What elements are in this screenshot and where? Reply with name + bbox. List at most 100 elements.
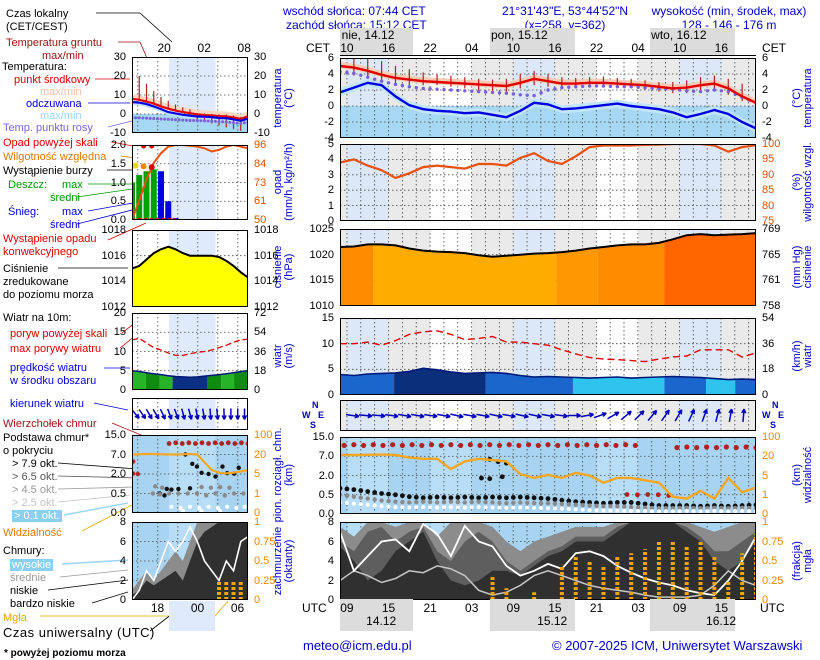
mini-cloud-cover-chart — [132, 522, 248, 600]
pressure-axis-left: 1025 1020 1015 1010 — [309, 223, 334, 312]
legend-thunderstorm: Wystąpienie burzy — [3, 165, 93, 177]
legend-okta-45: > 4.5 okt. — [12, 484, 58, 496]
legend-pressure-1: Ciśnienie — [3, 263, 49, 275]
legend-precip-overscale: Opad powyżej skali — [3, 137, 98, 149]
legend-fog: Mgła — [3, 612, 27, 624]
cloud-visibility-chart — [340, 437, 756, 514]
legend-clouds-verylow: bardzo niskie — [10, 598, 75, 610]
day-band-monday — [490, 28, 575, 55]
pressure-axis-label-left: ciśnienie (hPa) — [272, 245, 295, 289]
sunrise-time: wschód słońca: 07:44 CET — [283, 4, 426, 18]
legend-clouds-high: wysokie — [10, 559, 54, 571]
legend-okta-65: > 6.5 okt. — [12, 471, 58, 483]
legend-clouds-mid: średnie — [10, 572, 47, 584]
legend-okta-25: > 2.5 okt. — [12, 497, 58, 509]
legend-convective-2: konwekcyjnego — [3, 246, 79, 258]
legend-local-time: Czas lokalny — [6, 8, 69, 20]
temperature-chart — [340, 58, 756, 138]
compass-east: E — [778, 410, 785, 420]
compass-west: W — [762, 410, 771, 420]
cloud-axis-label-left: pion. rozciągł. chm. (km) — [272, 427, 295, 523]
day-band-tuesday — [650, 28, 735, 55]
mini-temp-axis-right: 30 20 10 0 -10 — [254, 51, 270, 139]
cet-axis-line — [340, 55, 756, 56]
precip-axis-label-left: opad (mm/h, kg/m²/h) — [272, 143, 295, 221]
pressure-axis-label-right: (mm Hg) ciśnienie — [791, 245, 814, 289]
cover-axis-label-left: zachmurzenie (oktanty) — [272, 526, 295, 596]
day-names: nie, 14.12 pon, 15.12 wto, 16.12 — [341, 28, 707, 42]
mini-precip-humidity-chart — [132, 145, 248, 220]
legend-rain: Deszcz: — [8, 179, 48, 191]
legend-temp-midpoint: punkt środkowy — [14, 74, 91, 86]
legend-clouds: Chmury: — [3, 545, 45, 557]
legend-ground-temp-maxmin: max/min — [42, 50, 84, 62]
mini-utc-ticks: 18 00 06 — [150, 601, 245, 615]
legend-okta-01: > 0.1 okt. — [12, 510, 62, 522]
compass-rose-left: N W E S — [300, 400, 326, 430]
legend-convective-1: Wystąpienie opadu — [3, 233, 97, 245]
mini-night-band-extension — [169, 601, 215, 631]
utc-band-monday — [490, 599, 575, 631]
legend-visibility: Widzialność — [3, 527, 62, 539]
date-row: 14.12 15.12 16.12 — [366, 614, 737, 628]
temp-axis-left: 6 4 2 0 -2 -4 — [324, 52, 334, 144]
utc-band-tuesday — [650, 599, 735, 631]
legend-temperature: Temperatura: — [2, 61, 67, 73]
mini-cloud-axis-left: 15.0 7.0 2.0 0.5 0.0 — [104, 429, 126, 519]
cloud-axis-left: 15.0 7.0 2.0 0.5 0.0 — [312, 431, 334, 520]
utc-label-right: UTC — [760, 601, 785, 615]
mini-temperature-chart — [132, 57, 248, 133]
compass-west: W — [302, 410, 311, 420]
mini-visibility-axis-right: 100 20 5 1 0 — [254, 429, 273, 519]
legend-max-gusts: max porywy wiatru — [10, 343, 102, 355]
mini-humidity-axis-right: 96 84 73 61 50 — [254, 139, 267, 226]
pressure-axis-right: 769 765 761 758 — [762, 223, 781, 312]
compass-south: S — [770, 420, 777, 430]
legend-dew-point: Temp. punktu rosy — [3, 122, 93, 134]
humidity-axis-right: 100 95 90 85 80 75 — [762, 138, 781, 227]
utc-label-left: UTC — [302, 601, 327, 615]
legend-gust-overscale: poryw powyżej skali — [10, 328, 108, 340]
wind-axis-right: 54 36 18 0 — [762, 312, 775, 401]
legend-wind-speed-1: prędkość wiatru — [10, 362, 88, 374]
legend-feels-like: odczuwana — [26, 98, 82, 110]
legend-humidity: Wilgotność względna — [3, 151, 107, 163]
legend-snow: Śnieg: — [8, 206, 40, 218]
compass-north: N — [772, 400, 779, 410]
utc-tick-row: 09 15 21 03 09 15 21 03 09 15 — [340, 601, 729, 615]
legend-pressure-2: zredukowane — [3, 276, 69, 288]
legend-utc-time: Czas uniwersalny (UTC) — [3, 625, 155, 640]
legend-snow-max: max — [62, 206, 83, 218]
legend-wind-direction: kierunek wiatru — [10, 398, 84, 410]
legend-local-time-2: (CET/CEST) — [6, 21, 68, 33]
temp-axis-label-left: temperatura (°C) — [272, 68, 295, 128]
visibility-axis-right: 100 20 5 1 0 — [762, 431, 781, 520]
legend-wind-speed-2: w środku obszaru — [10, 375, 97, 387]
mini-wind-chart — [132, 313, 248, 390]
legend-rain-max: max — [62, 179, 83, 191]
legend-cloud-base-1: Podstawa chmur* — [3, 432, 90, 444]
cet-tick-row: 10 16 22 04 10 16 22 04 10 16 — [340, 41, 729, 55]
wind-chart — [340, 318, 756, 395]
legend-wind-10m: Wiatr na 10m: — [3, 312, 72, 324]
utc-band-sunday — [340, 599, 413, 631]
copyright: © 2007-2025 ICM, Uniwersytet Warszawski — [552, 638, 803, 653]
mini-local-time-ticks: 20 02 08 — [157, 41, 251, 55]
legend-feels-maxmin: max/min — [40, 110, 82, 122]
compass-east: E — [318, 410, 325, 420]
compass-north: N — [312, 400, 319, 410]
legend-cloud-base-2: o pokryciu — [3, 445, 54, 457]
legend-snow-avg: średni — [50, 219, 80, 231]
legend-okta-79: > 7.9 okt. — [12, 458, 58, 470]
mini-pressure-axis-right: 1018 1016 1014 1012 — [254, 224, 279, 313]
compass-rose-right: N W E S — [760, 400, 786, 430]
mini-cloud-visibility-chart — [132, 435, 248, 513]
mini-fog-axis-right: 1 0.75 0.5 0.25 0 — [254, 516, 276, 606]
mini-temp-axis-left: 30 20 10 0 -10 — [110, 51, 126, 139]
cet-label-left: CET — [306, 41, 330, 55]
contact-email-link[interactable]: meteo@icm.edu.pl — [303, 638, 412, 653]
mini-wind-axis-left: 20 15 10 5 0 — [113, 307, 126, 396]
